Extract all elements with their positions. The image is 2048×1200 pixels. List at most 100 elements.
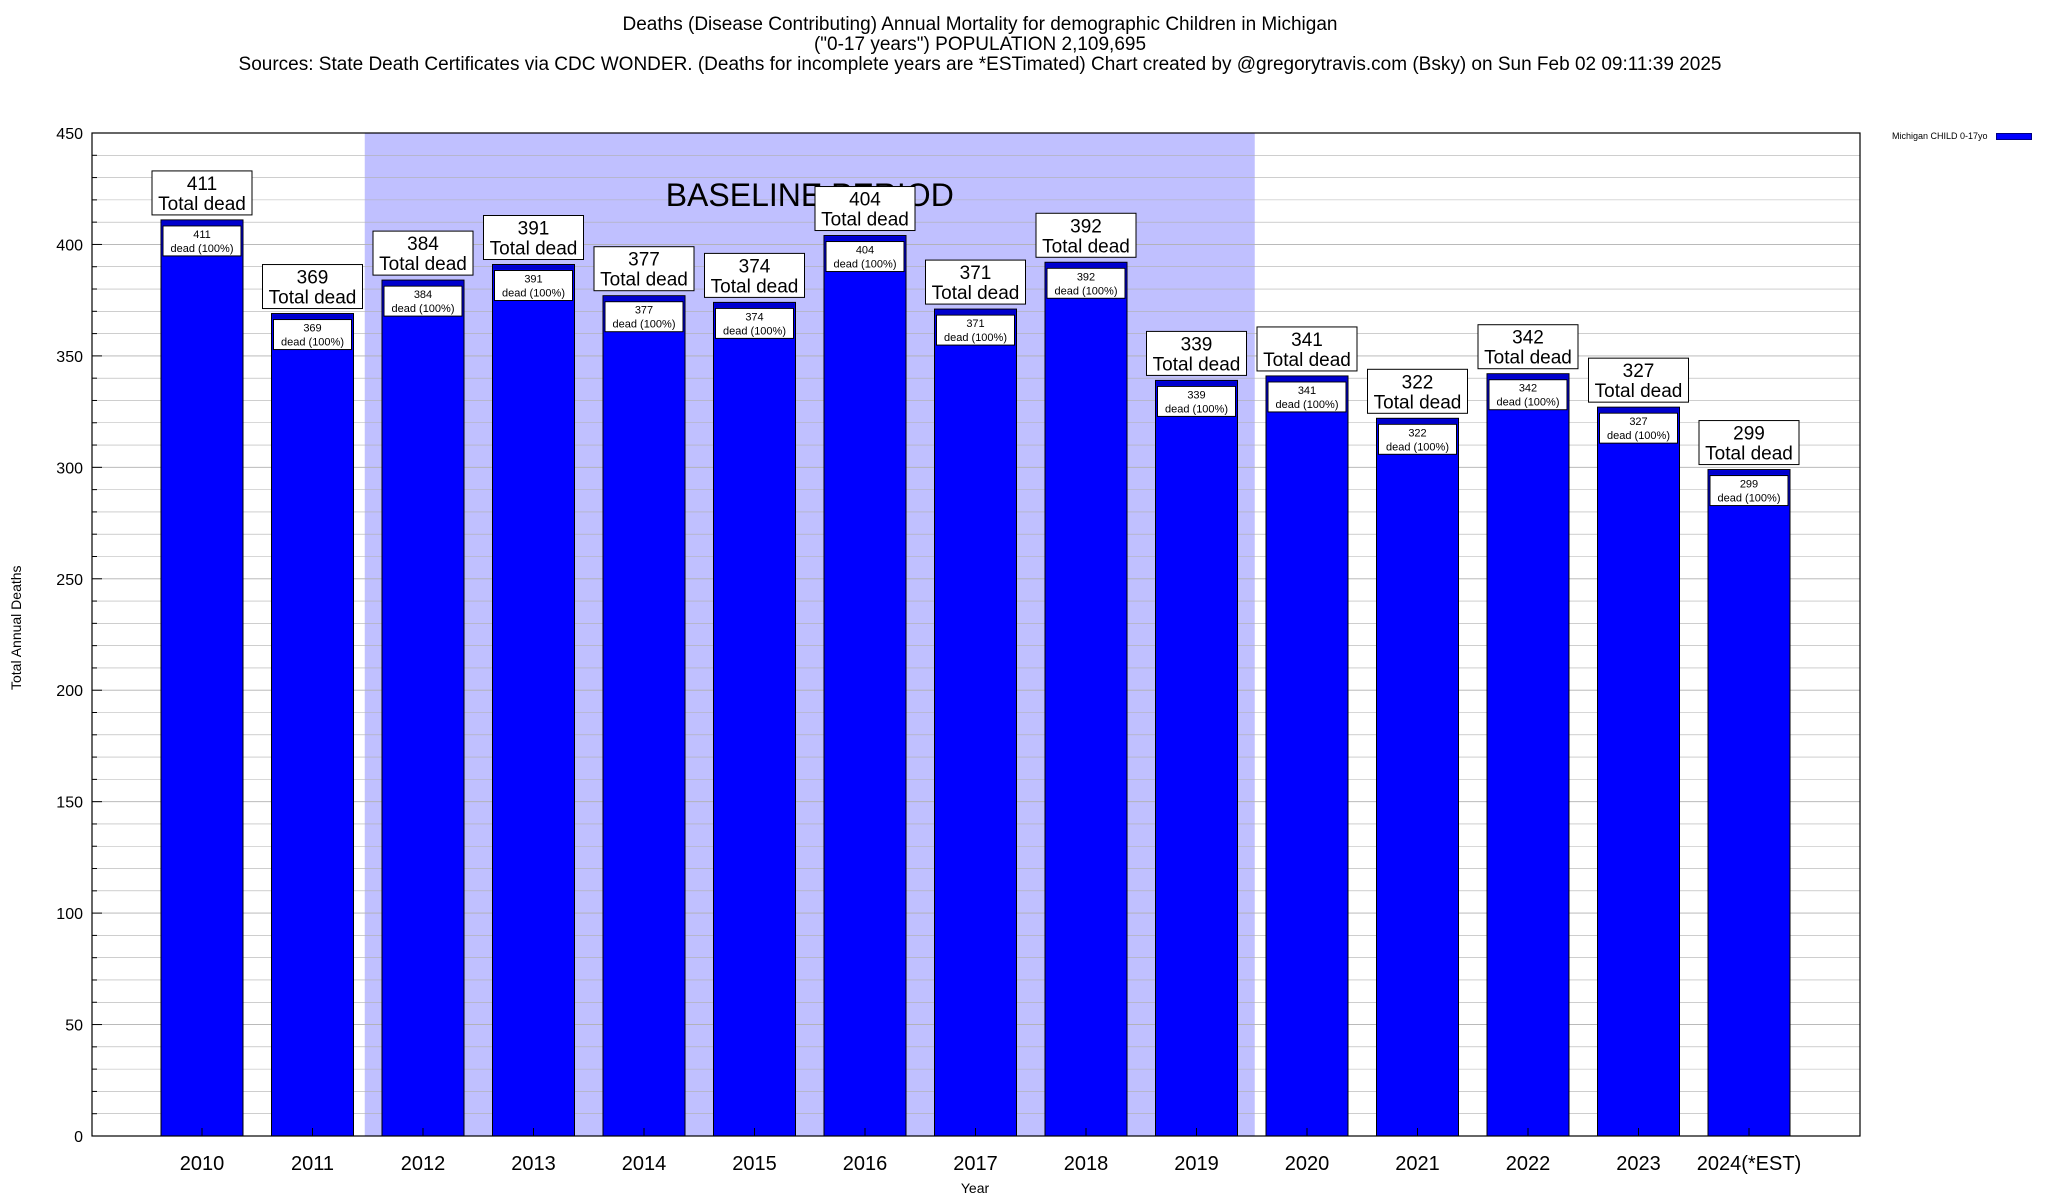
bar-total-label-box [1588, 357, 1689, 403]
bar-inner-dead-label: dead (100%) [1497, 397, 1560, 409]
bar-inner-dead-label: dead (100%) [613, 319, 676, 331]
bar-inner-dead-label: dead (100%) [1055, 285, 1118, 297]
bar-inner-dead-label: dead (100%) [1607, 430, 1670, 442]
chart-source-line: Sources: State Death Certificates via CD… [238, 54, 1722, 75]
bar-inner-label-box [383, 285, 463, 317]
bar-inner-dead-label: dead (100%) [502, 288, 565, 300]
y-tick-label: 0 [74, 1129, 83, 1146]
bar-total-label-box [814, 186, 916, 232]
bar-total-label-box [1477, 324, 1579, 370]
bar-inner-value-label: 322 [1408, 427, 1426, 439]
y-tick-label: 450 [56, 126, 83, 143]
bar-inner-dead-label: dead (100%) [834, 259, 897, 271]
y-tick-label: 250 [56, 572, 83, 589]
bar-inner-label-box [1046, 267, 1126, 299]
bar-total-value-label: 371 [960, 263, 992, 284]
legend-label: Michigan CHILD 0-17yo [1892, 131, 1988, 141]
bar-inner-value-label: 341 [1298, 385, 1316, 397]
bar-inner-label-box [1709, 475, 1789, 507]
bar-inner-dead-label: dead (100%) [281, 337, 344, 349]
y-tick-label: 400 [56, 237, 83, 254]
bar-inner-value-label: 299 [1740, 479, 1758, 491]
bar-inner-value-label: 369 [303, 323, 321, 335]
y-tick-label: 350 [56, 349, 83, 366]
bar-total-label-box [151, 170, 253, 216]
bar [160, 219, 244, 1137]
x-tick-label: 2022 [1506, 1153, 1551, 1175]
x-tick-label: 2017 [953, 1153, 998, 1175]
bar [1707, 469, 1791, 1137]
chart-subtitle: ("0-17 years") POPULATION 2,109,695 [813, 34, 1147, 55]
bar-inner-dead-label: dead (100%) [392, 303, 455, 315]
bar-inner-label-box [825, 241, 905, 273]
bar [713, 301, 796, 1137]
bar-inner-dead-label: dead (100%) [1165, 403, 1228, 415]
x-tick-label: 2016 [843, 1153, 888, 1175]
chart-title: Deaths (Disease Contributing) Annual Mor… [622, 14, 1338, 35]
bar-inner-label-box [494, 270, 573, 302]
bar-inner-value-label: 327 [1629, 416, 1647, 428]
bar-total-value-label: 339 [1181, 334, 1213, 355]
bar-total-label-box [483, 215, 584, 261]
bar-total-value-label: 391 [518, 219, 550, 240]
legend-swatch [1995, 133, 2032, 141]
x-tick-label: 2011 [291, 1153, 334, 1175]
bar-total-dead-label: Total dead [158, 194, 246, 215]
y-tick-label: 50 [65, 1018, 83, 1035]
plot-frame [91, 132, 1861, 1137]
bar-inner-dead-label: dead (100%) [171, 243, 234, 255]
legend: Michigan CHILD 0-17yo [1892, 131, 2032, 141]
bar-total-dead-label: Total dead [490, 239, 578, 260]
bar-inner-value-label: 339 [1187, 389, 1205, 401]
x-tick-label: 2014 [622, 1153, 667, 1175]
x-tick-label: 2013 [511, 1153, 556, 1175]
bar-top-band [272, 314, 353, 319]
bar-inner-label-box [1267, 381, 1347, 413]
bar-top-band [1156, 381, 1237, 386]
bar-total-value-label: 322 [1402, 372, 1434, 393]
bar-inner-label-box [604, 301, 684, 333]
bar-inner-label-box [162, 225, 242, 257]
x-tick-label: 2015 [732, 1153, 777, 1175]
bar-top-band [162, 220, 242, 225]
bar [602, 295, 686, 1137]
bar-top-band [1046, 263, 1126, 268]
bar-top-band [1598, 408, 1679, 413]
bar-top-band [714, 303, 795, 308]
bar-total-label-box [372, 230, 474, 276]
bar [1597, 406, 1680, 1137]
bar-total-label-box [1256, 326, 1358, 372]
bar-total-dead-label: Total dead [1595, 381, 1683, 402]
bar-inner-value-label: 374 [745, 311, 763, 323]
bar-total-label-box [1367, 368, 1468, 414]
x-tick-label: 2021 [1395, 1153, 1440, 1175]
bar-inner-label-box [273, 319, 352, 351]
bar-top-band [1267, 376, 1347, 381]
bar-total-dead-label: Total dead [1042, 236, 1130, 257]
bar [381, 279, 465, 1137]
bar-inner-dead-label: dead (100%) [1276, 399, 1339, 411]
bar-inner-value-label: 384 [414, 289, 432, 301]
bar-top-band [1709, 470, 1789, 475]
bar-top-band [493, 265, 574, 270]
bar-inner-value-label: 411 [193, 229, 211, 241]
bar-inner-dead-label: dead (100%) [723, 325, 786, 337]
bar-inner-value-label: 404 [856, 245, 874, 257]
x-tick-label: 2019 [1174, 1153, 1219, 1175]
bar-inner-label-box [1599, 412, 1678, 444]
bar-total-label-box [1698, 420, 1800, 466]
x-axis-label-text: Year [960, 1180, 990, 1196]
bar-total-label-box [1146, 330, 1247, 376]
bar-top-band [935, 310, 1016, 315]
bar-inner-label-box [936, 314, 1015, 346]
bar-top-band [1488, 374, 1568, 379]
x-tick-label: 2020 [1285, 1153, 1330, 1175]
bar-top-band [604, 296, 684, 301]
bar-total-value-label: 377 [628, 250, 660, 271]
bar-total-dead-label: Total dead [1374, 392, 1462, 413]
bar [1376, 417, 1459, 1137]
bar [1155, 379, 1238, 1137]
bar-total-label-box [1035, 212, 1137, 258]
bar-top-band [1377, 419, 1458, 424]
x-tick-label: 2012 [401, 1153, 446, 1175]
